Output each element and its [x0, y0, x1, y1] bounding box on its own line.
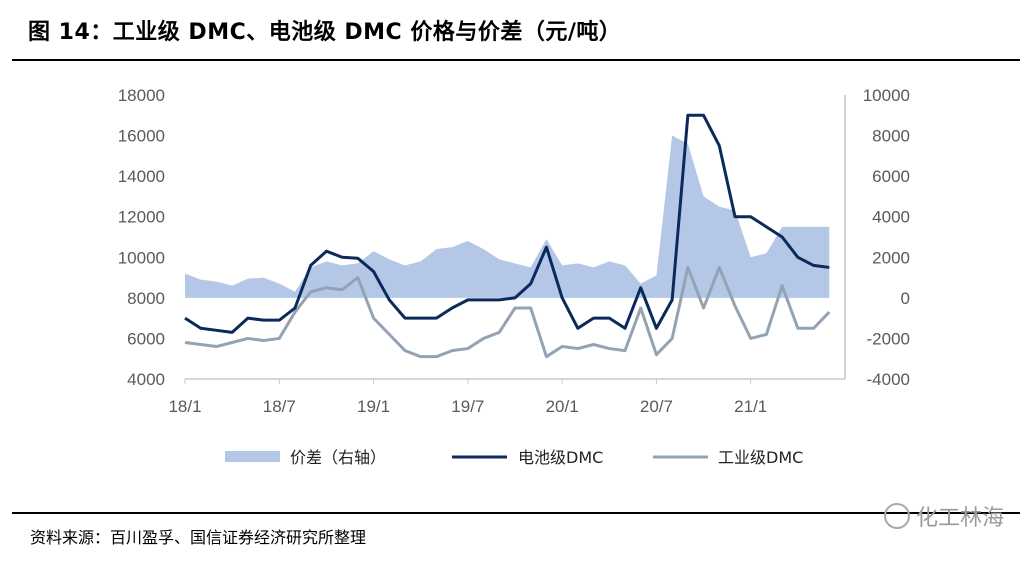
x-tick-label: 18/7 — [263, 397, 296, 416]
y-right-tick-label: 6000 — [872, 167, 910, 186]
y-left-tick-label: 18000 — [118, 86, 165, 105]
y-right-tick-label: 2000 — [872, 248, 910, 267]
y-left-tick-label: 12000 — [118, 208, 165, 227]
chart-title: 图 14：工业级 DMC、电池级 DMC 价格与价差（元/吨） — [28, 20, 622, 45]
y-left-tick-label: 8000 — [127, 289, 165, 308]
x-tick-label: 19/1 — [357, 397, 390, 416]
y-right-tick-label: 8000 — [872, 127, 910, 146]
y-right-tick-label: -4000 — [867, 370, 910, 389]
y-right-tick-label: 4000 — [872, 208, 910, 227]
wechat-icon — [883, 503, 910, 529]
spread-area-layer — [185, 135, 830, 298]
x-tick-label: 19/7 — [451, 397, 484, 416]
spread-area — [185, 135, 830, 298]
legend-battery-label: 电池级DMC — [518, 448, 603, 467]
y-right-tick-label: -2000 — [867, 329, 910, 348]
line-series-layer — [184, 113, 831, 359]
x-tick-label: 20/7 — [640, 397, 673, 416]
top-rule — [12, 59, 1020, 61]
bottom-rule — [12, 512, 1020, 514]
watermark-text: 化工林海 — [915, 506, 1004, 531]
legend-spread-label: 价差（右轴） — [290, 448, 386, 467]
y-left-tick-label: 4000 — [127, 370, 165, 389]
legend-industrial-label: 工业级DMC — [718, 448, 803, 467]
x-tick-label: 18/1 — [168, 397, 201, 416]
watermark: 化工林海 — [883, 500, 1004, 532]
legend: 价差（右轴） 电池级DMC 工业级DMC — [225, 448, 803, 467]
y-left-tick-label: 16000 — [118, 127, 165, 146]
legend-spread-swatch — [225, 451, 280, 462]
industrial-dmc-line — [184, 265, 831, 359]
battery-dmc-line — [184, 113, 830, 334]
x-tick-label: 21/1 — [734, 397, 767, 416]
y-left-tick-label: 14000 — [118, 167, 165, 186]
y-left-tick-label: 10000 — [118, 248, 165, 267]
x-tick-label: 20/1 — [546, 397, 579, 416]
source-note: 资料来源：百川盈孚、国信证券经济研究所整理 — [30, 528, 367, 547]
y-right-tick-label: 10000 — [863, 86, 910, 105]
axes-layer: 4000 6000 8000 10000 12000 14000 16000 18000 -40… — [118, 86, 910, 416]
y-left-tick-label: 6000 — [127, 329, 165, 348]
y-right-tick-label: 0 — [901, 289, 910, 308]
